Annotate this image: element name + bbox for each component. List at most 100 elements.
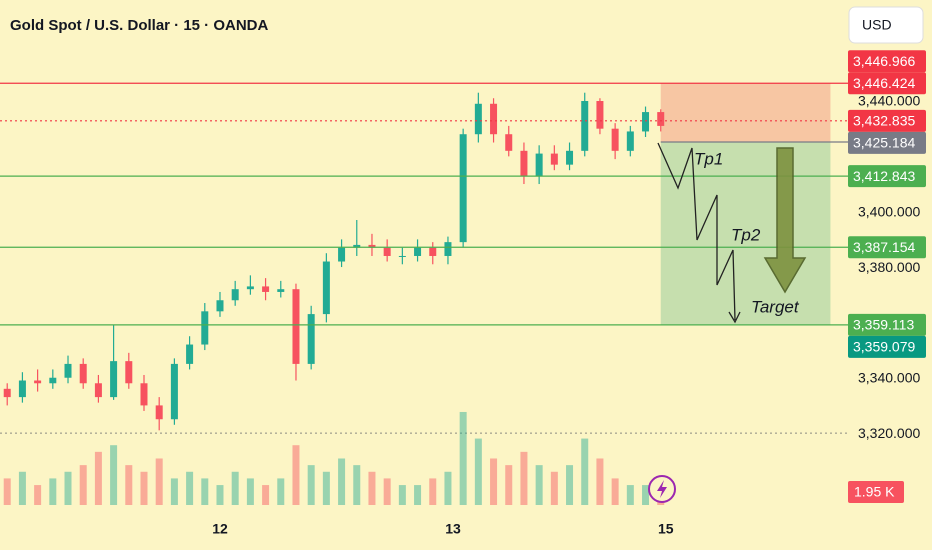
candle-body xyxy=(338,247,346,262)
volume-bar xyxy=(322,471,330,505)
candle-body xyxy=(125,361,133,384)
price-label-box xyxy=(848,72,926,95)
candle-body xyxy=(611,128,619,151)
candle-body xyxy=(34,380,42,384)
volume-bar xyxy=(49,478,57,505)
candle-body xyxy=(262,286,270,292)
candle-body xyxy=(429,247,437,256)
volume-bar xyxy=(505,465,513,505)
price-label-box xyxy=(848,131,926,154)
target-zone xyxy=(660,142,831,325)
volume-bar xyxy=(277,478,285,505)
volume-bar xyxy=(18,471,26,505)
price-label: 3,359.113 xyxy=(853,317,914,333)
candle-body xyxy=(201,311,209,345)
candle-body xyxy=(110,361,118,398)
candle-body xyxy=(444,242,452,256)
volume-bar xyxy=(201,478,209,505)
volume-label: 1.95 K xyxy=(854,484,895,500)
currency-button-label[interactable]: USD xyxy=(862,17,892,33)
volume-bar xyxy=(110,445,118,505)
price-label: 3,446.966 xyxy=(853,53,915,69)
volume-bar xyxy=(444,471,452,505)
volume-bar xyxy=(170,478,178,505)
volume-bar xyxy=(642,485,650,505)
chart-title: Gold Spot / U.S. Dollar · 15 · OANDA xyxy=(10,17,269,34)
volume-bar xyxy=(581,438,589,505)
volume-bar xyxy=(34,485,42,505)
volume-bar xyxy=(353,465,361,505)
stop-zone xyxy=(660,83,831,143)
price-label: 3,446.424 xyxy=(853,75,915,91)
volume-bar xyxy=(398,485,406,505)
volume-bar xyxy=(490,458,498,505)
candle-body xyxy=(535,153,543,176)
volume-bar xyxy=(596,458,604,505)
candle-body xyxy=(49,377,57,384)
candle-body xyxy=(398,255,406,257)
projection-path xyxy=(657,142,741,324)
candle-body xyxy=(642,112,650,132)
candle-body xyxy=(322,261,330,315)
price-label: 3,412.843 xyxy=(853,168,915,184)
volume-bar xyxy=(262,485,270,505)
volume-bar xyxy=(64,471,72,505)
plot-area xyxy=(0,82,848,505)
volume-bar xyxy=(520,451,528,505)
volume-bar xyxy=(611,478,619,505)
candle-body xyxy=(18,380,26,398)
volume-label-box xyxy=(848,481,904,504)
volume-bar xyxy=(338,458,346,505)
volume-bar xyxy=(292,445,300,505)
price-label-box xyxy=(848,335,926,358)
volume-bar xyxy=(246,478,254,505)
volume-bar xyxy=(307,465,315,505)
lightning-glyph xyxy=(657,480,667,498)
candle-body xyxy=(414,247,422,256)
volume-bar xyxy=(368,471,376,505)
price-label: 3,387.154 xyxy=(853,239,915,255)
candle-body xyxy=(79,363,87,384)
volume-bar xyxy=(79,465,87,505)
volume-bar xyxy=(535,465,543,505)
candle-body xyxy=(64,363,72,378)
candle-body xyxy=(94,383,102,398)
currency-button[interactable] xyxy=(848,6,924,44)
volume-bar xyxy=(125,465,133,505)
price-label: 3,425.184 xyxy=(853,135,915,151)
price-label: 3,359.079 xyxy=(853,339,915,355)
candle-body xyxy=(3,388,11,398)
volume-bar xyxy=(429,478,437,505)
volume-bar xyxy=(459,411,467,505)
candle-body xyxy=(520,150,528,176)
candle-body xyxy=(490,103,498,135)
y-tick-label: 3,320.000 xyxy=(858,425,920,441)
volume-bar xyxy=(231,471,239,505)
candle-body xyxy=(474,103,482,135)
volume-bar xyxy=(566,465,574,505)
annotation: Target xyxy=(751,297,800,316)
volume-bar xyxy=(474,438,482,505)
annotation: Tp1 xyxy=(694,149,723,168)
y-tick-label: 3,400.000 xyxy=(858,203,920,219)
volume-bar xyxy=(186,471,194,505)
candle-body xyxy=(581,101,589,151)
candle-body xyxy=(383,247,391,256)
candle-body xyxy=(231,289,239,301)
candle-body xyxy=(566,150,574,165)
price-label-box xyxy=(848,165,926,188)
x-tick-label: 15 xyxy=(658,521,674,537)
candle-body xyxy=(140,383,148,406)
x-tick-label: 13 xyxy=(445,521,461,537)
volume-bar xyxy=(383,478,391,505)
price-axis: 3,320.000 3,340.000 3,380.000 3,400.000 3,44… xyxy=(848,50,926,504)
candle-body xyxy=(596,101,604,129)
candle-body xyxy=(246,286,254,290)
down-arrow xyxy=(763,147,807,294)
y-tick-label: 3,440.000 xyxy=(858,93,920,109)
price-label-box xyxy=(848,109,926,132)
price-label-box xyxy=(848,236,926,259)
candle-body xyxy=(292,289,300,364)
volume-bar xyxy=(216,485,224,505)
